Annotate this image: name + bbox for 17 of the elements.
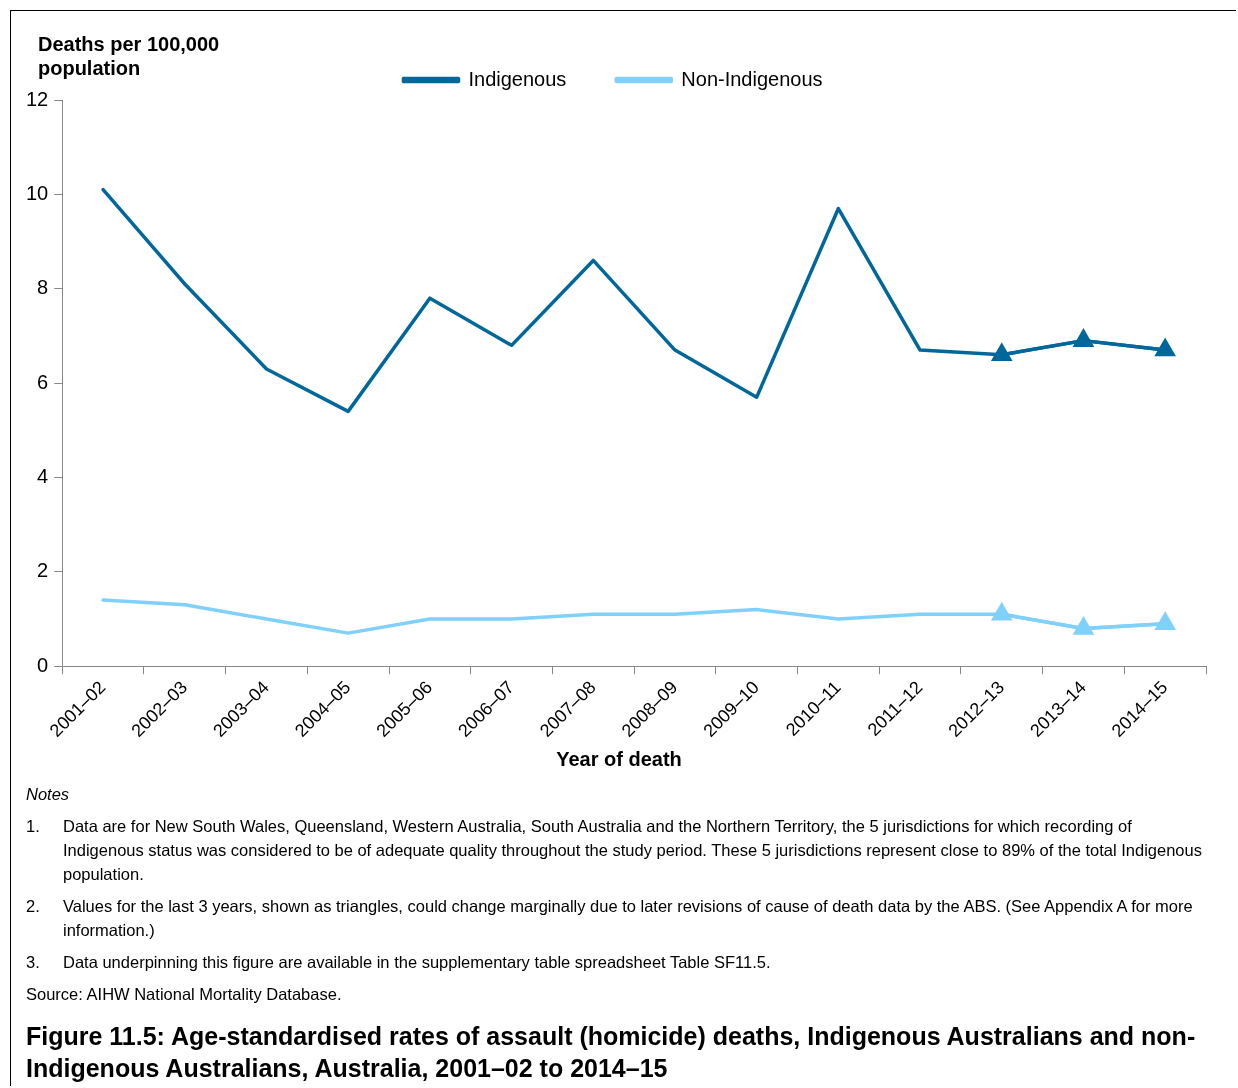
y-tick-label: 8 [37,276,49,299]
y-axis-title: Deaths per 100,000 population [38,32,221,80]
x-axis-title: Year of death [555,748,683,771]
text: Notes [26,784,71,805]
text: 1. Data are for New South Wales, Queensland, Western Australia, South Australia and the Northern Territory, the 5 jurisdictions for which recording of Indigenous status was considered to be of adequate quality throughout the study period. These 5 jurisdictions represent close to 89% of the total Indigenous population. [26,817,1202,883]
legend-label: Indigenous [468,67,567,90]
y-tick-label: 12 [26,87,49,110]
y-tick-label: 2 [37,559,49,582]
y-tick-label: 4 [37,464,49,487]
text: 2. Values for the last 3 years, shown as triangles, could change marginally due to later revisions of cause of death data by the ABS. (See Appendix A for more information.) [26,897,1193,939]
y-tick-label: 10 [26,181,49,204]
source-note: Source: AIHW National Mortality Database. [26,984,343,1005]
y-tick-label: 6 [37,370,49,393]
legend-label: Non-Indigenous [681,67,823,90]
text: Figure 11.5: Age-standardised rates of assault (homicide) deaths, Indigenous Australians and non-Indigenous Australians, Australia, 2001–02 to 2014–15 [26,1021,1197,1084]
y-tick-label: 0 [37,653,49,676]
text: 3. Data underpinning this figure are available in the supplementary table spreadsheet Table SF11.5. [26,953,771,971]
